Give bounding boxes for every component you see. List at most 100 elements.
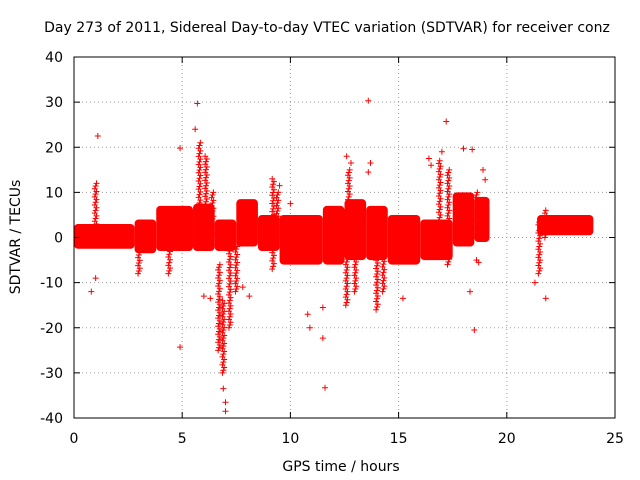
data-point (435, 217, 442, 224)
data-point (226, 280, 233, 287)
data-point (219, 337, 226, 344)
data-point (475, 259, 482, 266)
x-axis-label: GPS time / hours (282, 459, 399, 475)
data-point (345, 193, 352, 200)
data-point (373, 279, 380, 286)
data-point (542, 295, 549, 302)
data-point (380, 252, 387, 259)
data-point (342, 237, 349, 244)
data-point (215, 344, 222, 351)
data-point (351, 248, 358, 255)
data-point (215, 323, 222, 330)
data-point (444, 172, 451, 179)
data-point (379, 255, 386, 262)
data-point (91, 202, 98, 209)
data-point (342, 261, 349, 268)
data-point (165, 237, 172, 244)
data-point (269, 192, 276, 199)
data-point (373, 290, 380, 297)
data-point (215, 266, 222, 273)
data-point (219, 305, 226, 312)
data-point (88, 288, 95, 295)
data-point (306, 324, 313, 331)
data-point (274, 192, 281, 199)
data-point (209, 223, 216, 230)
data-point (92, 207, 99, 214)
data-point (225, 250, 232, 257)
data-point (435, 192, 442, 199)
data-point (222, 408, 229, 415)
data-point (541, 226, 548, 233)
data-band (74, 223, 135, 249)
data-point (202, 153, 209, 160)
data-point (269, 257, 276, 264)
x-tick-label: 20 (498, 431, 516, 447)
data-point (444, 245, 451, 252)
data-point (270, 246, 277, 253)
data-point (542, 207, 549, 214)
data-point (373, 249, 380, 256)
y-tick-label: 20 (45, 140, 63, 156)
data-point (472, 218, 479, 225)
data-point (220, 303, 227, 310)
data-point (373, 298, 380, 305)
data-band (236, 199, 258, 247)
data-point (166, 234, 173, 241)
data-point (202, 217, 209, 224)
data-point (166, 267, 173, 274)
data-point (220, 351, 227, 358)
data-point (342, 269, 349, 276)
data-point (232, 264, 239, 271)
data-point (226, 297, 233, 304)
data-point (270, 205, 277, 212)
data-point (195, 169, 202, 176)
x-tick-label: 5 (178, 431, 187, 447)
data-point (215, 288, 222, 295)
data-band (420, 219, 453, 261)
data-point (226, 264, 233, 271)
data-point (467, 288, 474, 295)
data-point (444, 188, 451, 195)
data-point (436, 157, 443, 164)
data-point (380, 285, 387, 292)
data-point (215, 315, 222, 322)
data-point (345, 169, 352, 176)
data-point (92, 231, 99, 238)
data-point (275, 189, 282, 196)
data-point (200, 293, 207, 300)
data-band (156, 205, 194, 252)
data-point (209, 207, 216, 214)
data-point (351, 264, 358, 271)
x-tick-labels: 0 5 10 15 20 25 (70, 431, 624, 447)
y-tick-labels: -40 -30 -20 -10 0 10 20 30 40 (40, 50, 63, 427)
data-point (232, 256, 239, 263)
data-point (445, 193, 452, 200)
data-point (215, 304, 222, 311)
data-point (202, 201, 209, 208)
data-point (344, 196, 351, 203)
data-point (208, 194, 215, 201)
data-point (541, 210, 548, 217)
data-point (344, 212, 351, 219)
data-point (232, 280, 239, 287)
y-tick-label: -20 (40, 321, 63, 337)
data-point (93, 180, 100, 187)
data-point (195, 210, 202, 217)
data-point (542, 223, 549, 230)
data-point (436, 174, 443, 181)
data-point (135, 246, 142, 253)
data-point (274, 231, 281, 238)
data-point (195, 177, 202, 184)
y-tick-label: -30 (40, 366, 63, 382)
data-point (444, 229, 451, 236)
data-point (444, 220, 451, 227)
data-point (535, 254, 542, 261)
data-point (225, 324, 232, 331)
data-point (225, 258, 232, 265)
data-point (196, 142, 203, 149)
data-point (165, 220, 172, 227)
data-point (269, 241, 276, 248)
data-point (345, 177, 352, 184)
data-point (220, 319, 227, 326)
data-point (435, 168, 442, 175)
